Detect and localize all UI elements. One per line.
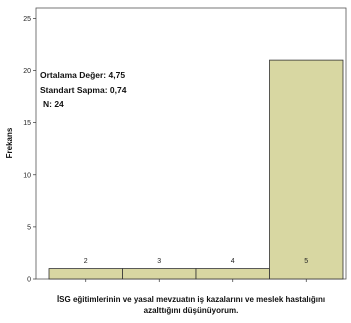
- y-tick-label: 15: [23, 120, 31, 127]
- y-tick-label: 0: [27, 277, 31, 284]
- x-axis-title-line-2: azalttığını düşünüyorum.: [144, 306, 239, 315]
- bar-3: [122, 268, 197, 280]
- bars-group: [48, 59, 344, 280]
- bar-5: [269, 59, 344, 280]
- stat-n: N: 24: [43, 99, 64, 109]
- x-tick-label: 5: [304, 258, 308, 265]
- x-tick-label: 3: [157, 258, 161, 265]
- y-tick-label: 20: [23, 68, 31, 75]
- y-tick-label: 25: [23, 16, 31, 23]
- y-axis: 0 5 10 15 20 25: [23, 16, 36, 284]
- x-tick-label: 4: [231, 258, 235, 265]
- stat-mean: Ortalama Değer: 4,75: [40, 70, 125, 80]
- bar-4: [195, 268, 270, 280]
- x-tick-label: 2: [84, 258, 88, 265]
- y-axis-title: Frekans: [5, 127, 14, 158]
- stat-std: Standart Sapma: 0,74: [40, 85, 127, 95]
- y-tick-label: 5: [27, 224, 31, 231]
- y-tick-label: 10: [23, 172, 31, 179]
- x-axis: 2 3 4 5: [84, 258, 308, 282]
- bar-2: [48, 268, 123, 280]
- x-axis-title-line-1: İSG eğitimlerinin ve yasal mevzuatın iş …: [57, 295, 325, 304]
